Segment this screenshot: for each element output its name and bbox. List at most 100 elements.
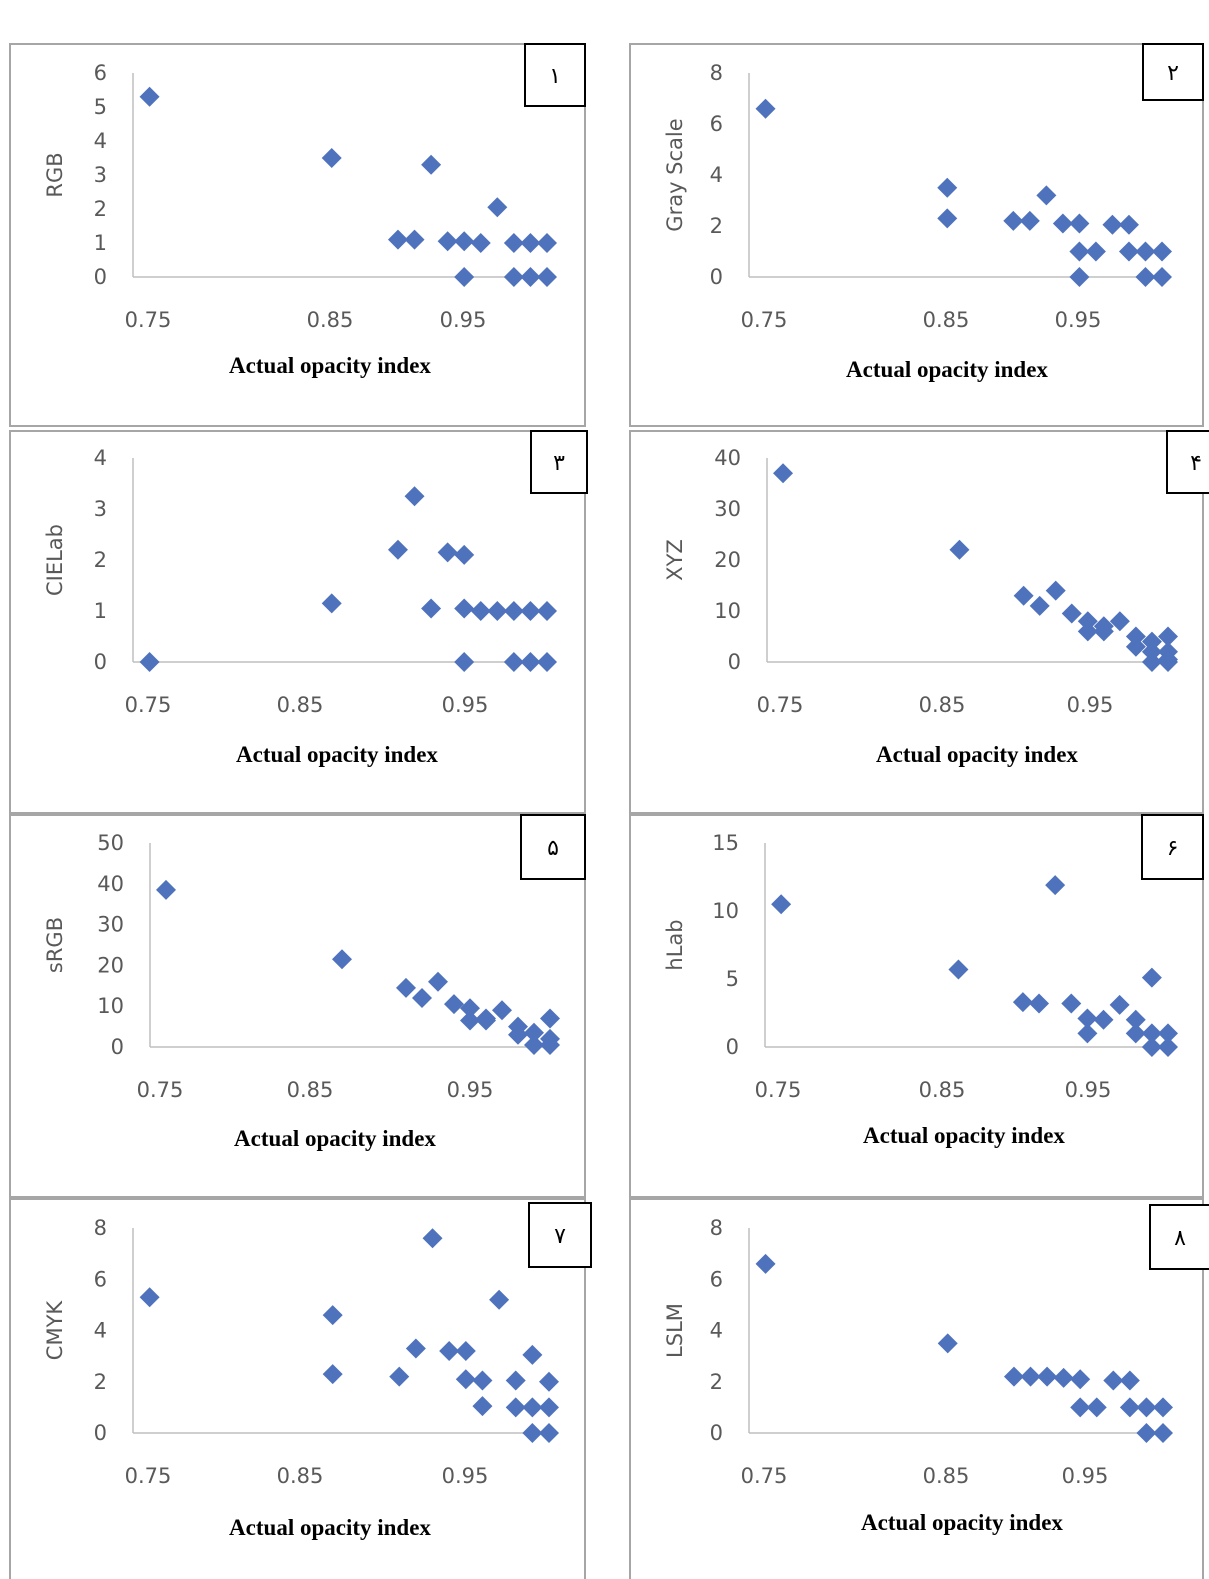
data-point — [1052, 213, 1073, 234]
data-point — [937, 1333, 958, 1354]
y-tick-label: 0 — [111, 1035, 124, 1059]
data-point — [1141, 967, 1162, 988]
x-axis-label: Actual opacity index — [861, 1510, 1063, 1535]
chart-frame — [9, 430, 586, 814]
data-point — [1093, 621, 1114, 642]
chart-panel-7: 0 2 4 6 8 0.75 0.85 0.95 CMYK Actual opacity inde… — [9, 1198, 592, 1579]
data-point — [332, 949, 352, 970]
data-point — [1125, 636, 1146, 657]
x-axis-label: Actual opacity index — [876, 742, 1078, 767]
chart-panel-2: 0 2 4 6 8 0.75 0.85 0.95 Gray Scale Actual opacit… — [629, 43, 1204, 427]
data-point — [454, 652, 475, 672]
x-tick-label: 0.75 — [125, 308, 172, 332]
data-point — [948, 959, 969, 980]
data-point — [389, 1366, 410, 1387]
data-point — [1069, 241, 1090, 262]
y-tick-label: 8 — [710, 1216, 723, 1240]
data-point — [1013, 585, 1034, 606]
data-point — [396, 977, 416, 998]
data-point — [1029, 595, 1050, 616]
x-tick-label: 0.75 — [137, 1078, 184, 1102]
chart-panel-3: 0 1 2 3 4 0.75 0.85 0.95 CIELab Actual opacity in… — [9, 430, 588, 814]
y-tick-label: 0 — [728, 650, 741, 674]
y-tick-label: 30 — [97, 913, 124, 937]
data-point — [455, 1341, 476, 1361]
data-point — [1045, 580, 1066, 601]
x-tick-label: 0.95 — [1062, 1464, 1109, 1488]
data-point — [437, 542, 458, 563]
chart-number-box — [520, 814, 586, 880]
y-tick-label: 2 — [94, 548, 107, 572]
data-point — [487, 197, 508, 218]
x-tick-label: 0.95 — [442, 693, 489, 717]
data-point — [539, 1371, 559, 1392]
data-point — [1141, 641, 1162, 662]
chart-panel-8: 0 2 4 6 8 0.75 0.85 0.95 LSLM Actual opacity inde… — [629, 1198, 1209, 1579]
chart-frame — [629, 1198, 1204, 1579]
data-point — [1102, 214, 1123, 235]
data-point — [489, 1289, 510, 1310]
data-point — [454, 598, 475, 619]
x-tick-label: 0.85 — [919, 693, 966, 717]
data-point — [322, 1364, 343, 1385]
y-tick-label: 8 — [94, 1216, 107, 1240]
data-point — [1061, 603, 1082, 624]
y-tick-label: 0 — [726, 1035, 739, 1059]
data-point — [1141, 1023, 1162, 1044]
chart-number-box — [1142, 43, 1204, 101]
data-point — [322, 1305, 343, 1326]
data-point — [421, 598, 442, 619]
data-point — [1019, 210, 1040, 231]
x-tick-label: 0.85 — [923, 308, 970, 332]
data-point — [444, 994, 464, 1015]
chart-frame — [9, 1198, 586, 1579]
y-tick-label: 2 — [710, 1370, 723, 1394]
data-point — [1152, 241, 1172, 262]
chart-panel-5: 0 10 20 30 40 50 0.75 0.85 0.95 sRGB Actual opacit… — [9, 814, 586, 1198]
y-tick-label: 15 — [712, 831, 739, 855]
data-point — [476, 1010, 496, 1031]
data-point — [771, 894, 792, 915]
data-point — [1086, 1397, 1107, 1418]
data-point — [455, 1369, 476, 1390]
data-point — [503, 267, 524, 287]
y-axis-label: hLab — [663, 919, 687, 970]
y-tick-label: 20 — [97, 953, 124, 977]
chart-number-box — [1141, 814, 1204, 880]
chart-number-box — [528, 1202, 592, 1268]
y-tick-label: 10 — [712, 899, 739, 923]
data-point — [156, 879, 176, 900]
y-tick-label: 30 — [714, 497, 741, 521]
data-point — [539, 1397, 559, 1418]
x-tick-label: 0.95 — [447, 1078, 494, 1102]
data-point — [1135, 241, 1156, 262]
data-point — [404, 486, 425, 507]
data-point — [1136, 1423, 1157, 1443]
x-tick-label: 0.85 — [287, 1078, 334, 1102]
data-point — [524, 1022, 544, 1043]
data-point — [1036, 185, 1057, 206]
y-tick-label: 4 — [710, 1319, 723, 1343]
data-point — [1003, 1366, 1024, 1387]
data-point — [1077, 621, 1098, 642]
data-point — [1141, 652, 1162, 672]
data-point — [505, 1397, 526, 1418]
x-axis-label: Actual opacity index — [234, 1126, 436, 1151]
data-point — [1152, 267, 1172, 287]
y-tick-label: 2 — [94, 1370, 107, 1394]
y-axis-label: sRGB — [43, 917, 67, 973]
chart-number-label: ۵ — [547, 836, 559, 861]
x-tick-label: 0.85 — [307, 308, 354, 332]
x-tick-label: 0.85 — [923, 1464, 970, 1488]
x-axis-label: Actual opacity index — [229, 353, 431, 378]
data-point — [520, 652, 541, 672]
data-point — [460, 998, 480, 1019]
x-tick-label: 0.75 — [755, 1078, 802, 1102]
chart-frame — [629, 814, 1204, 1198]
y-tick-label: 2 — [94, 197, 107, 221]
data-point — [1141, 631, 1162, 652]
data-point — [1118, 214, 1139, 235]
y-tick-label: 4 — [710, 163, 723, 187]
y-axis-label: LSLM — [663, 1303, 687, 1358]
